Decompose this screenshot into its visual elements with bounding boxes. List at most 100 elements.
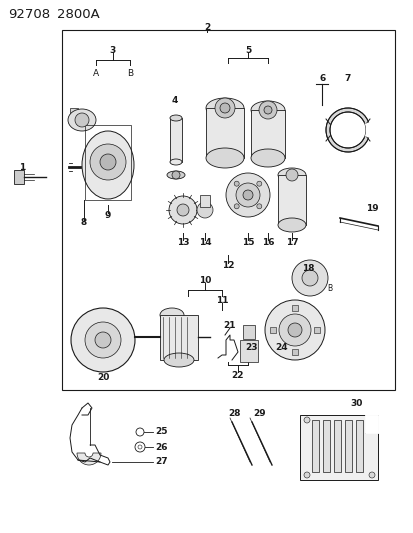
- Text: 21: 21: [223, 320, 236, 329]
- Circle shape: [259, 101, 276, 119]
- Bar: [277, 175, 305, 225]
- Ellipse shape: [277, 168, 305, 182]
- Text: A: A: [75, 110, 81, 119]
- Text: 17: 17: [285, 238, 298, 246]
- Bar: [199, 195, 209, 207]
- Text: 27: 27: [154, 457, 167, 466]
- Bar: [269, 327, 275, 333]
- Text: 13: 13: [176, 238, 189, 246]
- Bar: [85, 125, 131, 200]
- Text: 20: 20: [97, 374, 109, 383]
- Circle shape: [71, 308, 135, 372]
- Text: 10: 10: [198, 276, 211, 285]
- Text: 19: 19: [365, 204, 377, 213]
- Text: 2800A: 2800A: [57, 7, 100, 20]
- Ellipse shape: [206, 98, 243, 118]
- Text: 15: 15: [241, 238, 254, 246]
- Bar: [299, 415, 377, 480]
- Ellipse shape: [277, 218, 305, 232]
- Circle shape: [197, 202, 212, 218]
- Circle shape: [100, 154, 116, 170]
- Bar: [291, 349, 297, 355]
- Bar: [70, 108, 78, 118]
- Bar: [311, 420, 318, 472]
- Circle shape: [169, 196, 197, 224]
- Text: 14: 14: [198, 238, 211, 246]
- Ellipse shape: [170, 115, 182, 121]
- Bar: [206, 108, 243, 158]
- Circle shape: [263, 106, 271, 114]
- Ellipse shape: [166, 171, 185, 179]
- Text: 24: 24: [275, 343, 287, 352]
- Text: 26: 26: [154, 442, 167, 451]
- Bar: [322, 420, 329, 472]
- Circle shape: [234, 181, 239, 186]
- Text: 4: 4: [171, 95, 178, 104]
- Ellipse shape: [82, 131, 134, 199]
- Wedge shape: [77, 453, 101, 465]
- Circle shape: [235, 183, 259, 207]
- Circle shape: [95, 332, 111, 348]
- Ellipse shape: [250, 149, 284, 167]
- Text: 18: 18: [301, 263, 313, 272]
- Text: 1: 1: [19, 163, 25, 172]
- Bar: [14, 170, 24, 184]
- Text: 16: 16: [261, 238, 273, 246]
- Bar: [333, 420, 340, 472]
- Ellipse shape: [170, 159, 182, 165]
- Text: 92708: 92708: [8, 7, 50, 20]
- Bar: [291, 305, 297, 311]
- Circle shape: [225, 173, 269, 217]
- Bar: [242, 325, 254, 339]
- Circle shape: [171, 171, 180, 179]
- Circle shape: [291, 260, 327, 296]
- Circle shape: [285, 169, 297, 181]
- Ellipse shape: [250, 101, 284, 119]
- Text: 22: 22: [231, 370, 244, 379]
- Text: 8: 8: [81, 217, 87, 227]
- Ellipse shape: [159, 308, 183, 322]
- Text: 7: 7: [344, 74, 350, 83]
- Circle shape: [256, 181, 261, 186]
- Text: 9: 9: [104, 211, 111, 220]
- Circle shape: [303, 417, 309, 423]
- Circle shape: [368, 472, 374, 478]
- Circle shape: [301, 270, 317, 286]
- Bar: [250, 110, 284, 158]
- Text: 12: 12: [221, 261, 234, 270]
- Text: 6: 6: [319, 74, 325, 83]
- Bar: [240, 340, 257, 362]
- Bar: [364, 415, 377, 433]
- Bar: [344, 420, 351, 472]
- Circle shape: [234, 204, 239, 209]
- Text: A: A: [93, 69, 99, 77]
- Bar: [62, 30, 394, 390]
- Circle shape: [287, 323, 301, 337]
- Text: 30: 30: [350, 400, 362, 408]
- Circle shape: [303, 472, 309, 478]
- Circle shape: [90, 144, 126, 180]
- Bar: [355, 420, 362, 472]
- Circle shape: [264, 300, 324, 360]
- Wedge shape: [364, 121, 373, 139]
- Ellipse shape: [68, 109, 96, 131]
- Text: 5: 5: [244, 45, 251, 54]
- Text: B: B: [327, 284, 332, 293]
- Circle shape: [75, 113, 89, 127]
- Text: 2: 2: [203, 22, 210, 31]
- Bar: [170, 118, 182, 162]
- Circle shape: [256, 204, 261, 209]
- Text: 25: 25: [154, 427, 167, 437]
- Circle shape: [85, 322, 121, 358]
- Ellipse shape: [164, 353, 194, 367]
- Text: 23: 23: [245, 343, 258, 352]
- Circle shape: [242, 190, 252, 200]
- Text: 11: 11: [215, 295, 228, 304]
- Circle shape: [278, 314, 310, 346]
- Circle shape: [214, 98, 235, 118]
- Text: 3: 3: [109, 45, 116, 54]
- Text: B: B: [127, 69, 133, 77]
- Bar: [313, 327, 319, 333]
- Ellipse shape: [206, 148, 243, 168]
- Text: 28: 28: [228, 408, 241, 417]
